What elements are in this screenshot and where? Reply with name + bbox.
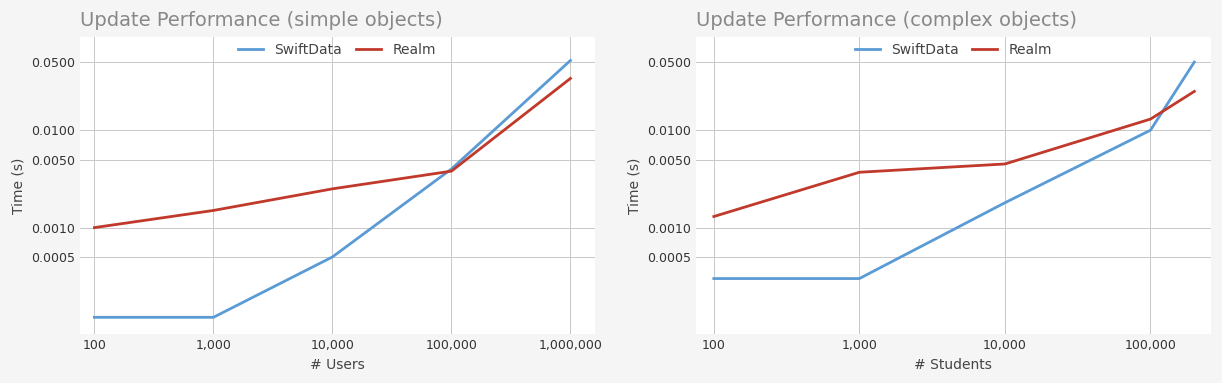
X-axis label: # Users: # Users [309,358,364,372]
SwiftData [706,276,721,281]
Line: Realm: Realm [714,92,1194,216]
Realm [706,214,721,219]
Line: SwiftData: SwiftData [714,62,1194,278]
SwiftData [87,315,101,320]
SwiftData [207,315,221,320]
SwiftData [852,276,866,281]
Text: Update Performance (complex objects): Update Performance (complex objects) [695,11,1077,30]
SwiftData [997,200,1012,205]
X-axis label: # Students: # Students [914,358,992,372]
Realm [1143,117,1157,121]
Legend: SwiftData, Realm: SwiftData, Realm [849,37,1057,62]
SwiftData [1143,128,1157,133]
Realm [325,187,340,191]
Realm [852,170,866,175]
SwiftData [1187,60,1201,64]
Realm [1187,89,1201,94]
Line: Realm: Realm [94,79,571,228]
SwiftData [325,255,340,259]
Realm [87,225,101,230]
Legend: SwiftData, Realm: SwiftData, Realm [233,37,441,62]
Text: Update Performance (simple objects): Update Performance (simple objects) [79,11,442,30]
Realm [997,162,1012,166]
Y-axis label: Time (s): Time (s) [627,158,642,214]
Line: SwiftData: SwiftData [94,61,571,318]
Realm [563,76,578,81]
SwiftData [563,58,578,63]
Y-axis label: Time (s): Time (s) [11,158,26,214]
SwiftData [444,167,458,171]
Realm [444,169,458,173]
Realm [207,208,221,213]
